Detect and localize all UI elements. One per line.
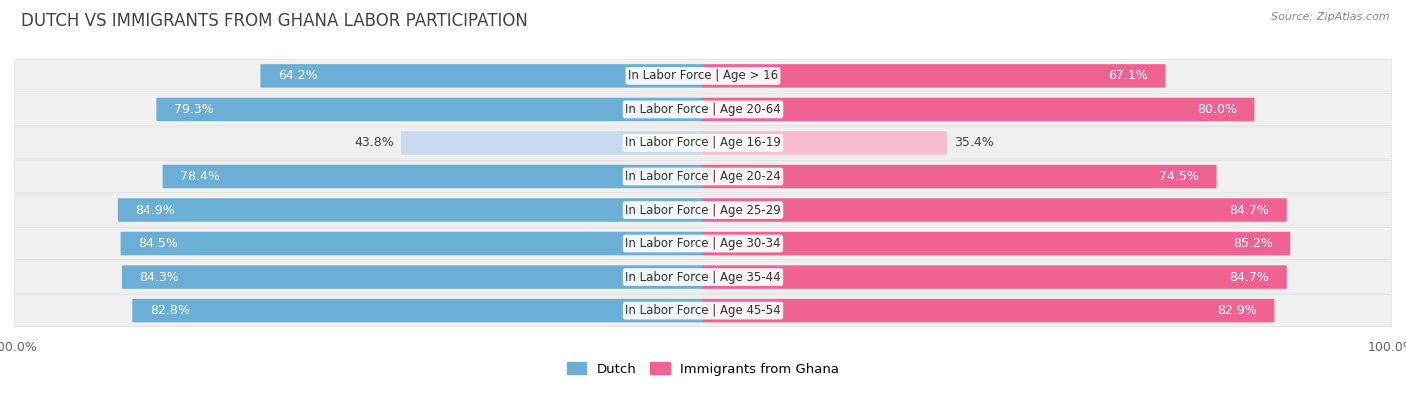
FancyBboxPatch shape [703, 198, 1286, 222]
FancyBboxPatch shape [122, 265, 703, 289]
Text: In Labor Force | Age 16-19: In Labor Force | Age 16-19 [626, 136, 780, 149]
FancyBboxPatch shape [703, 232, 1291, 255]
Text: In Labor Force | Age 25-29: In Labor Force | Age 25-29 [626, 203, 780, 216]
Text: In Labor Force | Age 20-64: In Labor Force | Age 20-64 [626, 103, 780, 116]
Text: 79.3%: 79.3% [174, 103, 214, 116]
FancyBboxPatch shape [163, 165, 703, 188]
Text: 43.8%: 43.8% [354, 136, 394, 149]
Text: 35.4%: 35.4% [953, 136, 994, 149]
FancyBboxPatch shape [14, 160, 1392, 193]
FancyBboxPatch shape [14, 194, 1392, 226]
FancyBboxPatch shape [156, 98, 703, 121]
Text: Source: ZipAtlas.com: Source: ZipAtlas.com [1271, 12, 1389, 22]
Text: In Labor Force | Age 35-44: In Labor Force | Age 35-44 [626, 271, 780, 284]
Text: 74.5%: 74.5% [1159, 170, 1199, 183]
Text: DUTCH VS IMMIGRANTS FROM GHANA LABOR PARTICIPATION: DUTCH VS IMMIGRANTS FROM GHANA LABOR PAR… [21, 12, 529, 30]
FancyBboxPatch shape [14, 228, 1392, 260]
FancyBboxPatch shape [121, 232, 703, 255]
Text: 85.2%: 85.2% [1233, 237, 1272, 250]
FancyBboxPatch shape [703, 165, 1216, 188]
Text: 84.9%: 84.9% [135, 203, 176, 216]
FancyBboxPatch shape [118, 198, 703, 222]
Text: 67.1%: 67.1% [1108, 70, 1149, 83]
Text: 84.7%: 84.7% [1229, 271, 1270, 284]
Text: In Labor Force | Age 30-34: In Labor Force | Age 30-34 [626, 237, 780, 250]
Text: 80.0%: 80.0% [1197, 103, 1237, 116]
Text: 84.7%: 84.7% [1229, 203, 1270, 216]
FancyBboxPatch shape [14, 127, 1392, 159]
FancyBboxPatch shape [703, 131, 948, 155]
FancyBboxPatch shape [14, 261, 1392, 293]
Text: 84.3%: 84.3% [139, 271, 179, 284]
Text: 82.9%: 82.9% [1218, 304, 1257, 317]
FancyBboxPatch shape [401, 131, 703, 155]
Text: In Labor Force | Age 20-24: In Labor Force | Age 20-24 [626, 170, 780, 183]
Legend: Dutch, Immigrants from Ghana: Dutch, Immigrants from Ghana [561, 357, 845, 381]
FancyBboxPatch shape [14, 60, 1392, 92]
FancyBboxPatch shape [132, 299, 703, 322]
FancyBboxPatch shape [260, 64, 703, 88]
Text: In Labor Force | Age > 16: In Labor Force | Age > 16 [628, 70, 778, 83]
Text: 82.8%: 82.8% [150, 304, 190, 317]
FancyBboxPatch shape [14, 295, 1392, 327]
FancyBboxPatch shape [14, 93, 1392, 126]
Text: In Labor Force | Age 45-54: In Labor Force | Age 45-54 [626, 304, 780, 317]
Text: 84.5%: 84.5% [138, 237, 179, 250]
Text: 64.2%: 64.2% [278, 70, 318, 83]
FancyBboxPatch shape [703, 299, 1274, 322]
Text: 78.4%: 78.4% [180, 170, 219, 183]
FancyBboxPatch shape [703, 98, 1254, 121]
FancyBboxPatch shape [703, 64, 1166, 88]
FancyBboxPatch shape [703, 265, 1286, 289]
